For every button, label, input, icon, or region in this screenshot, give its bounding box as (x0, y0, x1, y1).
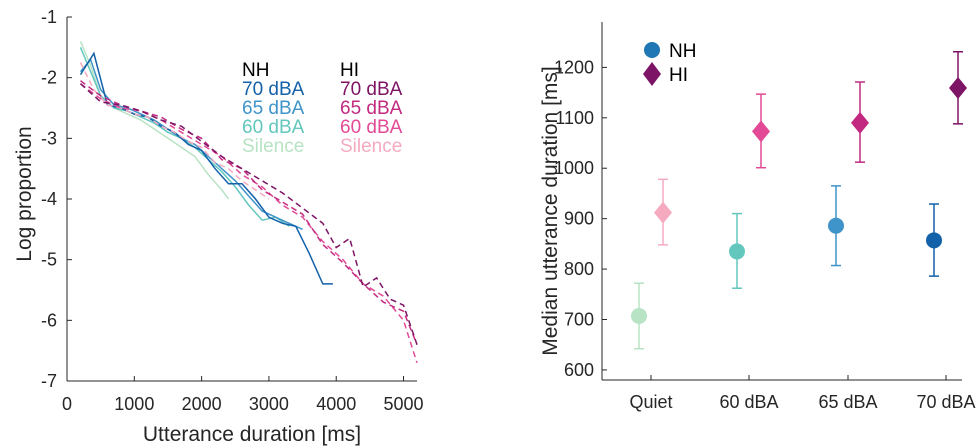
left-y-axis-label: Log proportion (13, 126, 36, 261)
left-x-tick-label: 1000 (114, 394, 154, 414)
legend-header-hi: HI (340, 60, 359, 81)
left-series-line (79, 51, 333, 285)
left-x-tick-label: 5000 (384, 394, 424, 414)
left-chart: -7 -6 -5 -4 -3 -2 -1 0 1000 2000 3000 4000 5000 Utter… (13, 7, 424, 446)
left-y-tick-label: -5 (41, 250, 57, 270)
left-y-tick-label: -6 (41, 310, 57, 330)
left-y-tick-label: -2 (41, 68, 57, 88)
left-x-axis-label: Utterance duration [ms] (143, 423, 361, 446)
legend-entry-hi: 60 dBA (340, 117, 403, 138)
left-y-tick-label: -4 (41, 189, 57, 209)
nh-point (926, 232, 942, 249)
legend-entry-nh: 60 dBA (242, 117, 305, 138)
legend-marker-nh (644, 42, 660, 58)
right-y-tick-label: 1100 (555, 108, 594, 128)
right-x-tick-label: 65 dBA (818, 392, 877, 412)
left-x-tick-label: 4000 (316, 394, 356, 414)
left-x-tick-label: 2000 (182, 394, 222, 414)
right-y-tick-label: 1200 (554, 57, 594, 77)
right-y-tick-label: 900 (564, 209, 594, 229)
right-y-axis-label: Median utterance duration [ms] (539, 66, 562, 356)
legend-entry-nh: 65 dBA (242, 98, 305, 119)
hi-point (949, 77, 967, 100)
right-y-tick-label: 800 (564, 259, 594, 279)
legend-entry-hi: 70 dBA (340, 79, 403, 100)
legend-entry-hi: Silence (340, 136, 402, 157)
left-y-tick-label: -3 (41, 128, 57, 148)
hi-point (851, 111, 869, 134)
right-y-tick-label: 1000 (554, 158, 594, 178)
left-series-line (79, 62, 270, 200)
left-x-tick-label: 0 (62, 394, 72, 414)
legend-label-nh: NH (669, 41, 696, 62)
hi-point (654, 201, 672, 224)
left-y-tick-label: -1 (41, 7, 57, 27)
legend-header-nh: NH (242, 60, 269, 81)
right-x-tick-label: Quiet (629, 392, 672, 412)
legend-entry-nh: Silence (242, 136, 304, 157)
left-series-line (79, 83, 418, 345)
nh-point (631, 307, 647, 324)
legend-entry-hi: 65 dBA (340, 98, 403, 119)
right-y-tick-label: 700 (564, 309, 594, 329)
nh-point (729, 243, 745, 260)
right-x-tick-label: 70 dBA (916, 392, 975, 412)
legend-entry-nh: 70 dBA (242, 79, 305, 100)
right-chart: 600 700 800 900 1000 1100 1200 Quiet 60 dBA 65 dB… (539, 22, 976, 412)
right-x-tick-label: 60 dBA (719, 392, 778, 412)
legend-marker-hi (643, 62, 661, 86)
nh-point (828, 217, 844, 234)
right-y-tick-label: 600 (564, 360, 594, 380)
legend-label-hi: HI (669, 65, 688, 86)
hi-point (752, 120, 770, 143)
left-x-tick-label: 3000 (249, 394, 289, 414)
left-y-tick-label: -7 (41, 371, 57, 391)
